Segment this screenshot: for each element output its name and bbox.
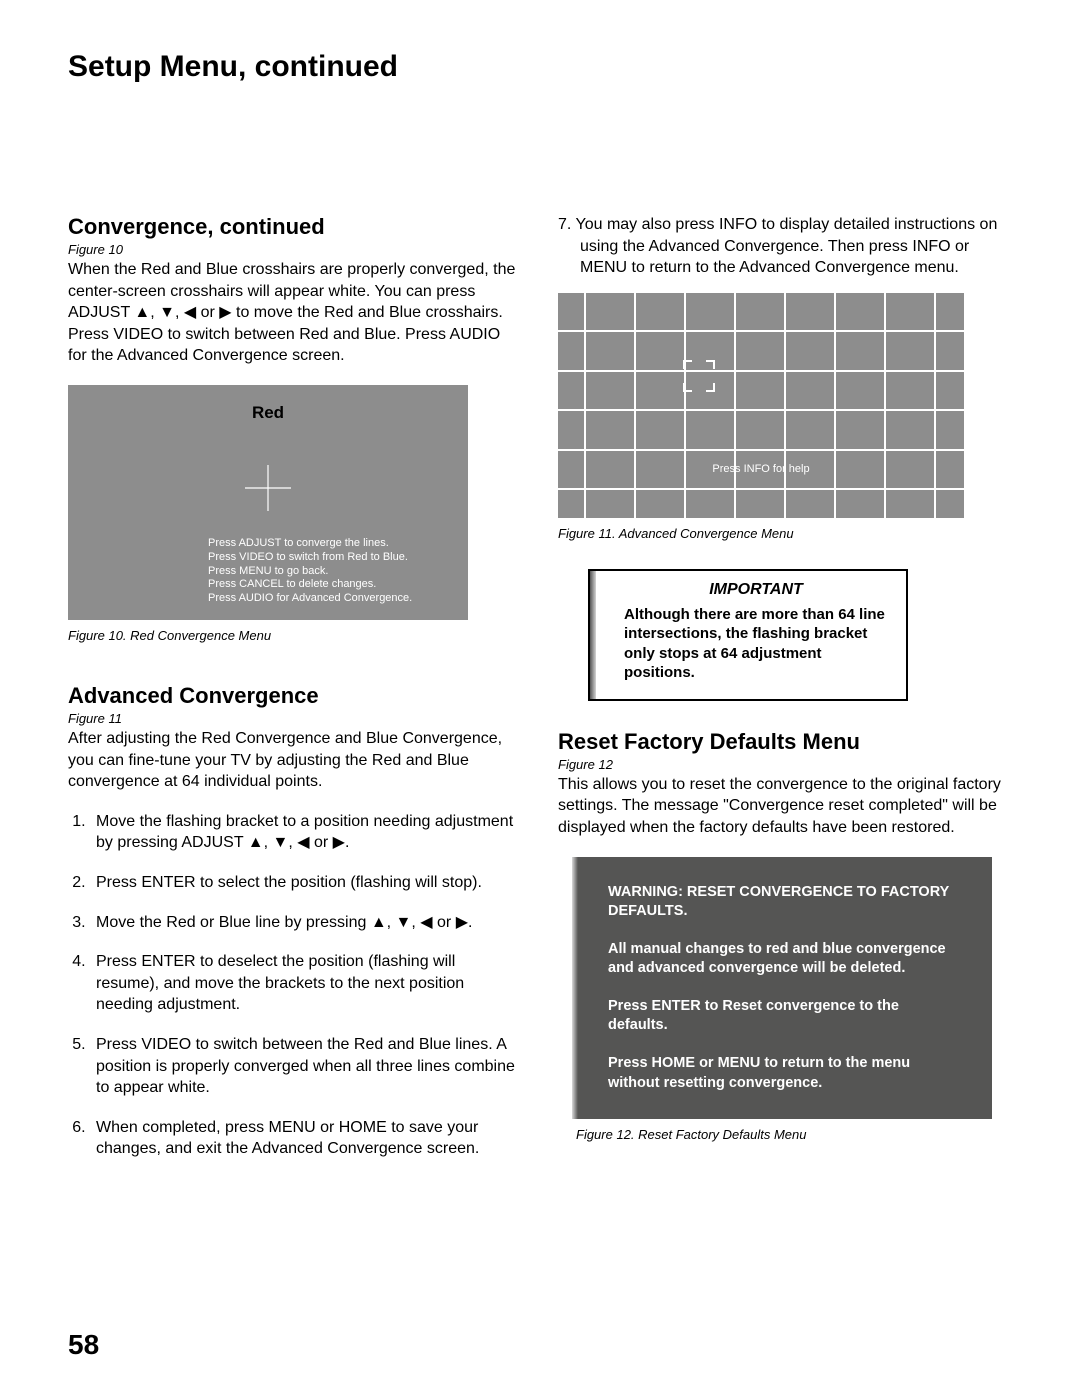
fig10-line5: Press AUDIO for Advanced Convergence. bbox=[208, 592, 412, 606]
step-6: When completed, press MENU or HOME to sa… bbox=[90, 1117, 522, 1160]
convergence-heading: Convergence, continued bbox=[68, 214, 522, 240]
fig11-help-text: Press INFO for help bbox=[558, 463, 964, 475]
fig10-line2: Press VIDEO to switch from Red to Blue. bbox=[208, 551, 412, 565]
warn-line4: Press HOME or MENU to return to the menu… bbox=[608, 1054, 962, 1093]
step-2: Press ENTER to select the position (flas… bbox=[90, 872, 522, 894]
left-column: Convergence, continued Figure 10 When th… bbox=[68, 214, 522, 1178]
crosshair-icon bbox=[245, 465, 291, 511]
figure-10-red-convergence: Red Press ADJUST to converge the lines. … bbox=[68, 385, 468, 620]
fig12-caption: Figure 12. Reset Factory Defaults Menu bbox=[576, 1127, 1012, 1142]
fig10-line3: Press MENU to go back. bbox=[208, 565, 412, 579]
important-body: Although there are more than 64 line int… bbox=[624, 605, 888, 683]
step-3: Move the Red or Blue line by pressing ▲,… bbox=[90, 912, 522, 934]
reset-section: Reset Factory Defaults Menu Figure 12 Th… bbox=[558, 729, 1012, 839]
step-7: 7. You may also press INFO to display de… bbox=[558, 214, 1012, 279]
fig10-line4: Press CANCEL to delete changes. bbox=[208, 578, 412, 592]
advanced-section: Advanced Convergence Figure 11 After adj… bbox=[68, 683, 522, 1160]
advanced-figref: Figure 11 bbox=[68, 711, 522, 726]
figure-11-advanced-grid: Press INFO for help bbox=[558, 293, 964, 518]
convergence-figref: Figure 10 bbox=[68, 242, 522, 257]
convergence-paragraph: When the Red and Blue crosshairs are pro… bbox=[68, 259, 522, 367]
advanced-steps: Move the flashing bracket to a position … bbox=[68, 811, 522, 1160]
page-number: 58 bbox=[68, 1329, 99, 1361]
warn-line2: All manual changes to red and blue conve… bbox=[608, 940, 962, 979]
step-1: Move the flashing bracket to a position … bbox=[90, 811, 522, 854]
advanced-heading: Advanced Convergence bbox=[68, 683, 522, 709]
step-4: Press ENTER to deselect the position (fl… bbox=[90, 951, 522, 1016]
step-5: Press VIDEO to switch between the Red an… bbox=[90, 1034, 522, 1099]
fig10-title: Red bbox=[68, 403, 468, 423]
figure-12-warning-box: WARNING: RESET CONVERGENCE TO FACTORY DE… bbox=[572, 857, 992, 1120]
fig11-caption: Figure 11. Advanced Convergence Menu bbox=[558, 526, 1012, 541]
advanced-paragraph: After adjusting the Red Convergence and … bbox=[68, 728, 522, 793]
warn-line3: Press ENTER to Reset convergence to the … bbox=[608, 997, 962, 1036]
right-column: 7. You may also press INFO to display de… bbox=[558, 214, 1012, 1178]
fig10-line1: Press ADJUST to converge the lines. bbox=[208, 537, 412, 551]
fig10-instructions: Press ADJUST to converge the lines. Pres… bbox=[208, 537, 412, 606]
convergence-section: Convergence, continued Figure 10 When th… bbox=[68, 214, 522, 367]
important-title: IMPORTANT bbox=[624, 581, 888, 599]
page-title: Setup Menu, continued bbox=[68, 50, 1012, 84]
flashing-bracket-icon bbox=[682, 359, 716, 398]
fig10-caption: Figure 10. Red Convergence Menu bbox=[68, 628, 522, 643]
important-box: IMPORTANT Although there are more than 6… bbox=[588, 569, 908, 701]
reset-heading: Reset Factory Defaults Menu bbox=[558, 729, 1012, 755]
two-column-layout: Convergence, continued Figure 10 When th… bbox=[68, 214, 1012, 1178]
warn-line1: WARNING: RESET CONVERGENCE TO FACTORY DE… bbox=[608, 883, 962, 922]
reset-paragraph: This allows you to reset the convergence… bbox=[558, 774, 1012, 839]
reset-figref: Figure 12 bbox=[558, 757, 1012, 772]
